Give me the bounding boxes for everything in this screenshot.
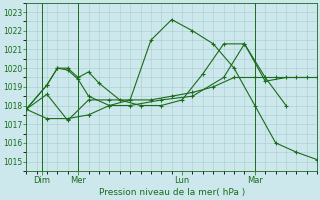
- X-axis label: Pression niveau de la mer( hPa ): Pression niveau de la mer( hPa ): [99, 188, 245, 197]
